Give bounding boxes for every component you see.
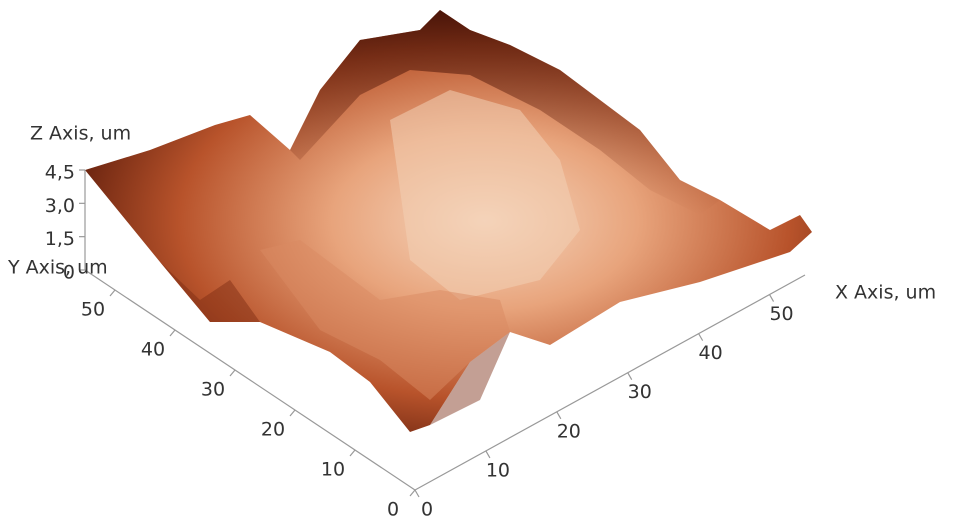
y-tick: [289, 409, 296, 417]
x-tick: [414, 489, 420, 498]
x-tick: [698, 333, 704, 341]
surface-ridge: [390, 90, 580, 300]
x-tick-label: 10: [486, 459, 510, 481]
y-tick-label: 40: [141, 339, 165, 361]
y-tick: [409, 489, 416, 497]
x-tick: [627, 372, 633, 381]
y-tick: [349, 449, 356, 457]
y-tick-label: 20: [261, 419, 285, 441]
surface-shadow: [290, 10, 720, 215]
x-tick-label: 20: [557, 420, 581, 442]
z-tick-label: 4,5: [45, 162, 75, 184]
surface: [85, 10, 812, 432]
z-axis-label: Z Axis, um: [30, 123, 131, 145]
y-tick-label: 10: [321, 459, 345, 481]
y-axis: [84, 269, 416, 491]
z-tick-label: 1,5: [45, 228, 75, 250]
y-axis-label: Y Axis, um: [7, 257, 108, 279]
x-tick: [485, 450, 491, 459]
axes: 0 10 20 30 40 50 0 10 20 30 40 50 0 1,5 3,0 4,5 Z Axis, …: [7, 123, 936, 521]
y-tick-label: 0: [387, 499, 399, 521]
surface-front: [260, 240, 510, 400]
y-tick-label: 50: [81, 299, 105, 321]
z-tick-label: 0: [63, 262, 75, 284]
y-tick: [229, 369, 236, 377]
x-tick-label: 30: [628, 381, 652, 403]
y-tick-label: 30: [201, 379, 225, 401]
y-tick: [109, 289, 116, 297]
x-tick: [769, 294, 775, 302]
x-axis-label: X Axis, um: [835, 282, 936, 304]
x-tick-label: 50: [769, 303, 793, 325]
x-tick-label: 0: [421, 499, 433, 521]
x-tick: [556, 411, 562, 420]
y-tick: [169, 329, 176, 337]
z-tick-label: 3,0: [45, 195, 75, 217]
x-axis: [414, 274, 806, 491]
x-tick-label: 40: [699, 342, 723, 364]
